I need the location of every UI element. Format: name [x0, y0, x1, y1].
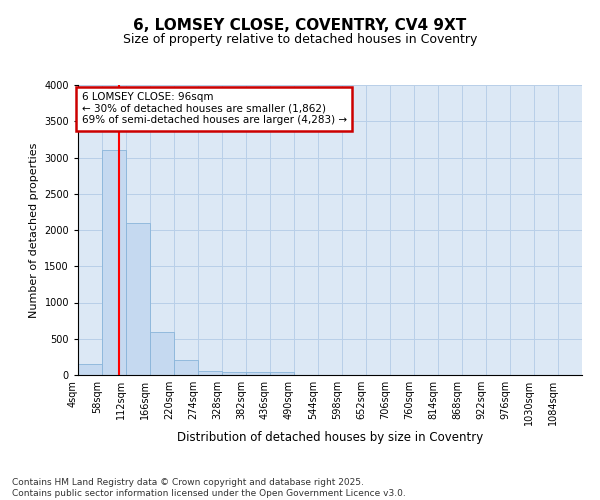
Y-axis label: Number of detached properties: Number of detached properties — [29, 142, 38, 318]
Text: Size of property relative to detached houses in Coventry: Size of property relative to detached ho… — [123, 32, 477, 46]
Text: Contains HM Land Registry data © Crown copyright and database right 2025.
Contai: Contains HM Land Registry data © Crown c… — [12, 478, 406, 498]
Text: 6 LOMSEY CLOSE: 96sqm
← 30% of detached houses are smaller (1,862)
69% of semi-d: 6 LOMSEY CLOSE: 96sqm ← 30% of detached … — [82, 92, 347, 126]
X-axis label: Distribution of detached houses by size in Coventry: Distribution of detached houses by size … — [177, 430, 483, 444]
Bar — [198, 370, 222, 375]
Bar — [222, 372, 246, 375]
Bar — [246, 372, 270, 375]
Bar — [174, 360, 198, 375]
Bar — [126, 224, 150, 375]
Bar — [150, 332, 174, 375]
Bar — [78, 364, 102, 375]
Bar — [270, 372, 294, 375]
Text: 6, LOMSEY CLOSE, COVENTRY, CV4 9XT: 6, LOMSEY CLOSE, COVENTRY, CV4 9XT — [133, 18, 467, 32]
Bar — [102, 150, 126, 375]
